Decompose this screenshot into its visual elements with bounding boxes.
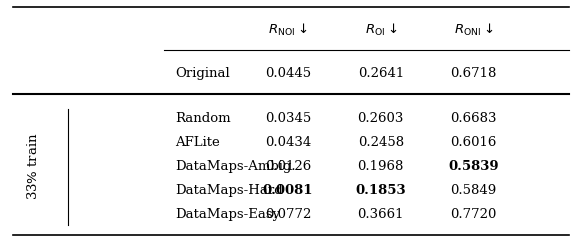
Text: 0.1968: 0.1968 <box>357 160 404 173</box>
Text: DataMaps-Hard: DataMaps-Hard <box>175 184 283 197</box>
Text: DataMaps-Easy: DataMaps-Easy <box>175 208 281 221</box>
Text: 0.2641: 0.2641 <box>358 67 404 80</box>
Text: $R_{\mathrm{OI}}\downarrow$: $R_{\mathrm{OI}}\downarrow$ <box>364 22 397 38</box>
Text: $R_{\mathrm{NOI}}\downarrow$: $R_{\mathrm{NOI}}\downarrow$ <box>268 22 308 38</box>
Text: 0.3661: 0.3661 <box>357 208 404 221</box>
Text: Random: Random <box>175 112 231 125</box>
Text: 0.0345: 0.0345 <box>265 112 311 125</box>
Text: 0.2458: 0.2458 <box>358 136 404 149</box>
Text: AFLite: AFLite <box>175 136 220 149</box>
Text: 0.2603: 0.2603 <box>357 112 404 125</box>
Text: 0.6718: 0.6718 <box>450 67 496 80</box>
Text: 0.0434: 0.0434 <box>265 136 311 149</box>
Text: $R_{\mathrm{ONI}}\downarrow$: $R_{\mathrm{ONI}}\downarrow$ <box>454 22 493 38</box>
Text: 0.0081: 0.0081 <box>263 184 313 197</box>
Text: 0.7720: 0.7720 <box>450 208 496 221</box>
Text: 33$\%$ train: 33$\%$ train <box>26 133 40 201</box>
Text: 0.5839: 0.5839 <box>448 160 499 173</box>
Text: 0.6683: 0.6683 <box>450 112 496 125</box>
Text: 0.5849: 0.5849 <box>450 184 496 197</box>
Text: 0.6016: 0.6016 <box>450 136 496 149</box>
Text: DataMaps-Ambig.: DataMaps-Ambig. <box>175 160 296 173</box>
Text: 0.1853: 0.1853 <box>356 184 406 197</box>
Text: 0.0126: 0.0126 <box>265 160 311 173</box>
Text: Original: Original <box>175 67 230 80</box>
Text: 0.0445: 0.0445 <box>265 67 311 80</box>
Text: 0.0772: 0.0772 <box>265 208 311 221</box>
